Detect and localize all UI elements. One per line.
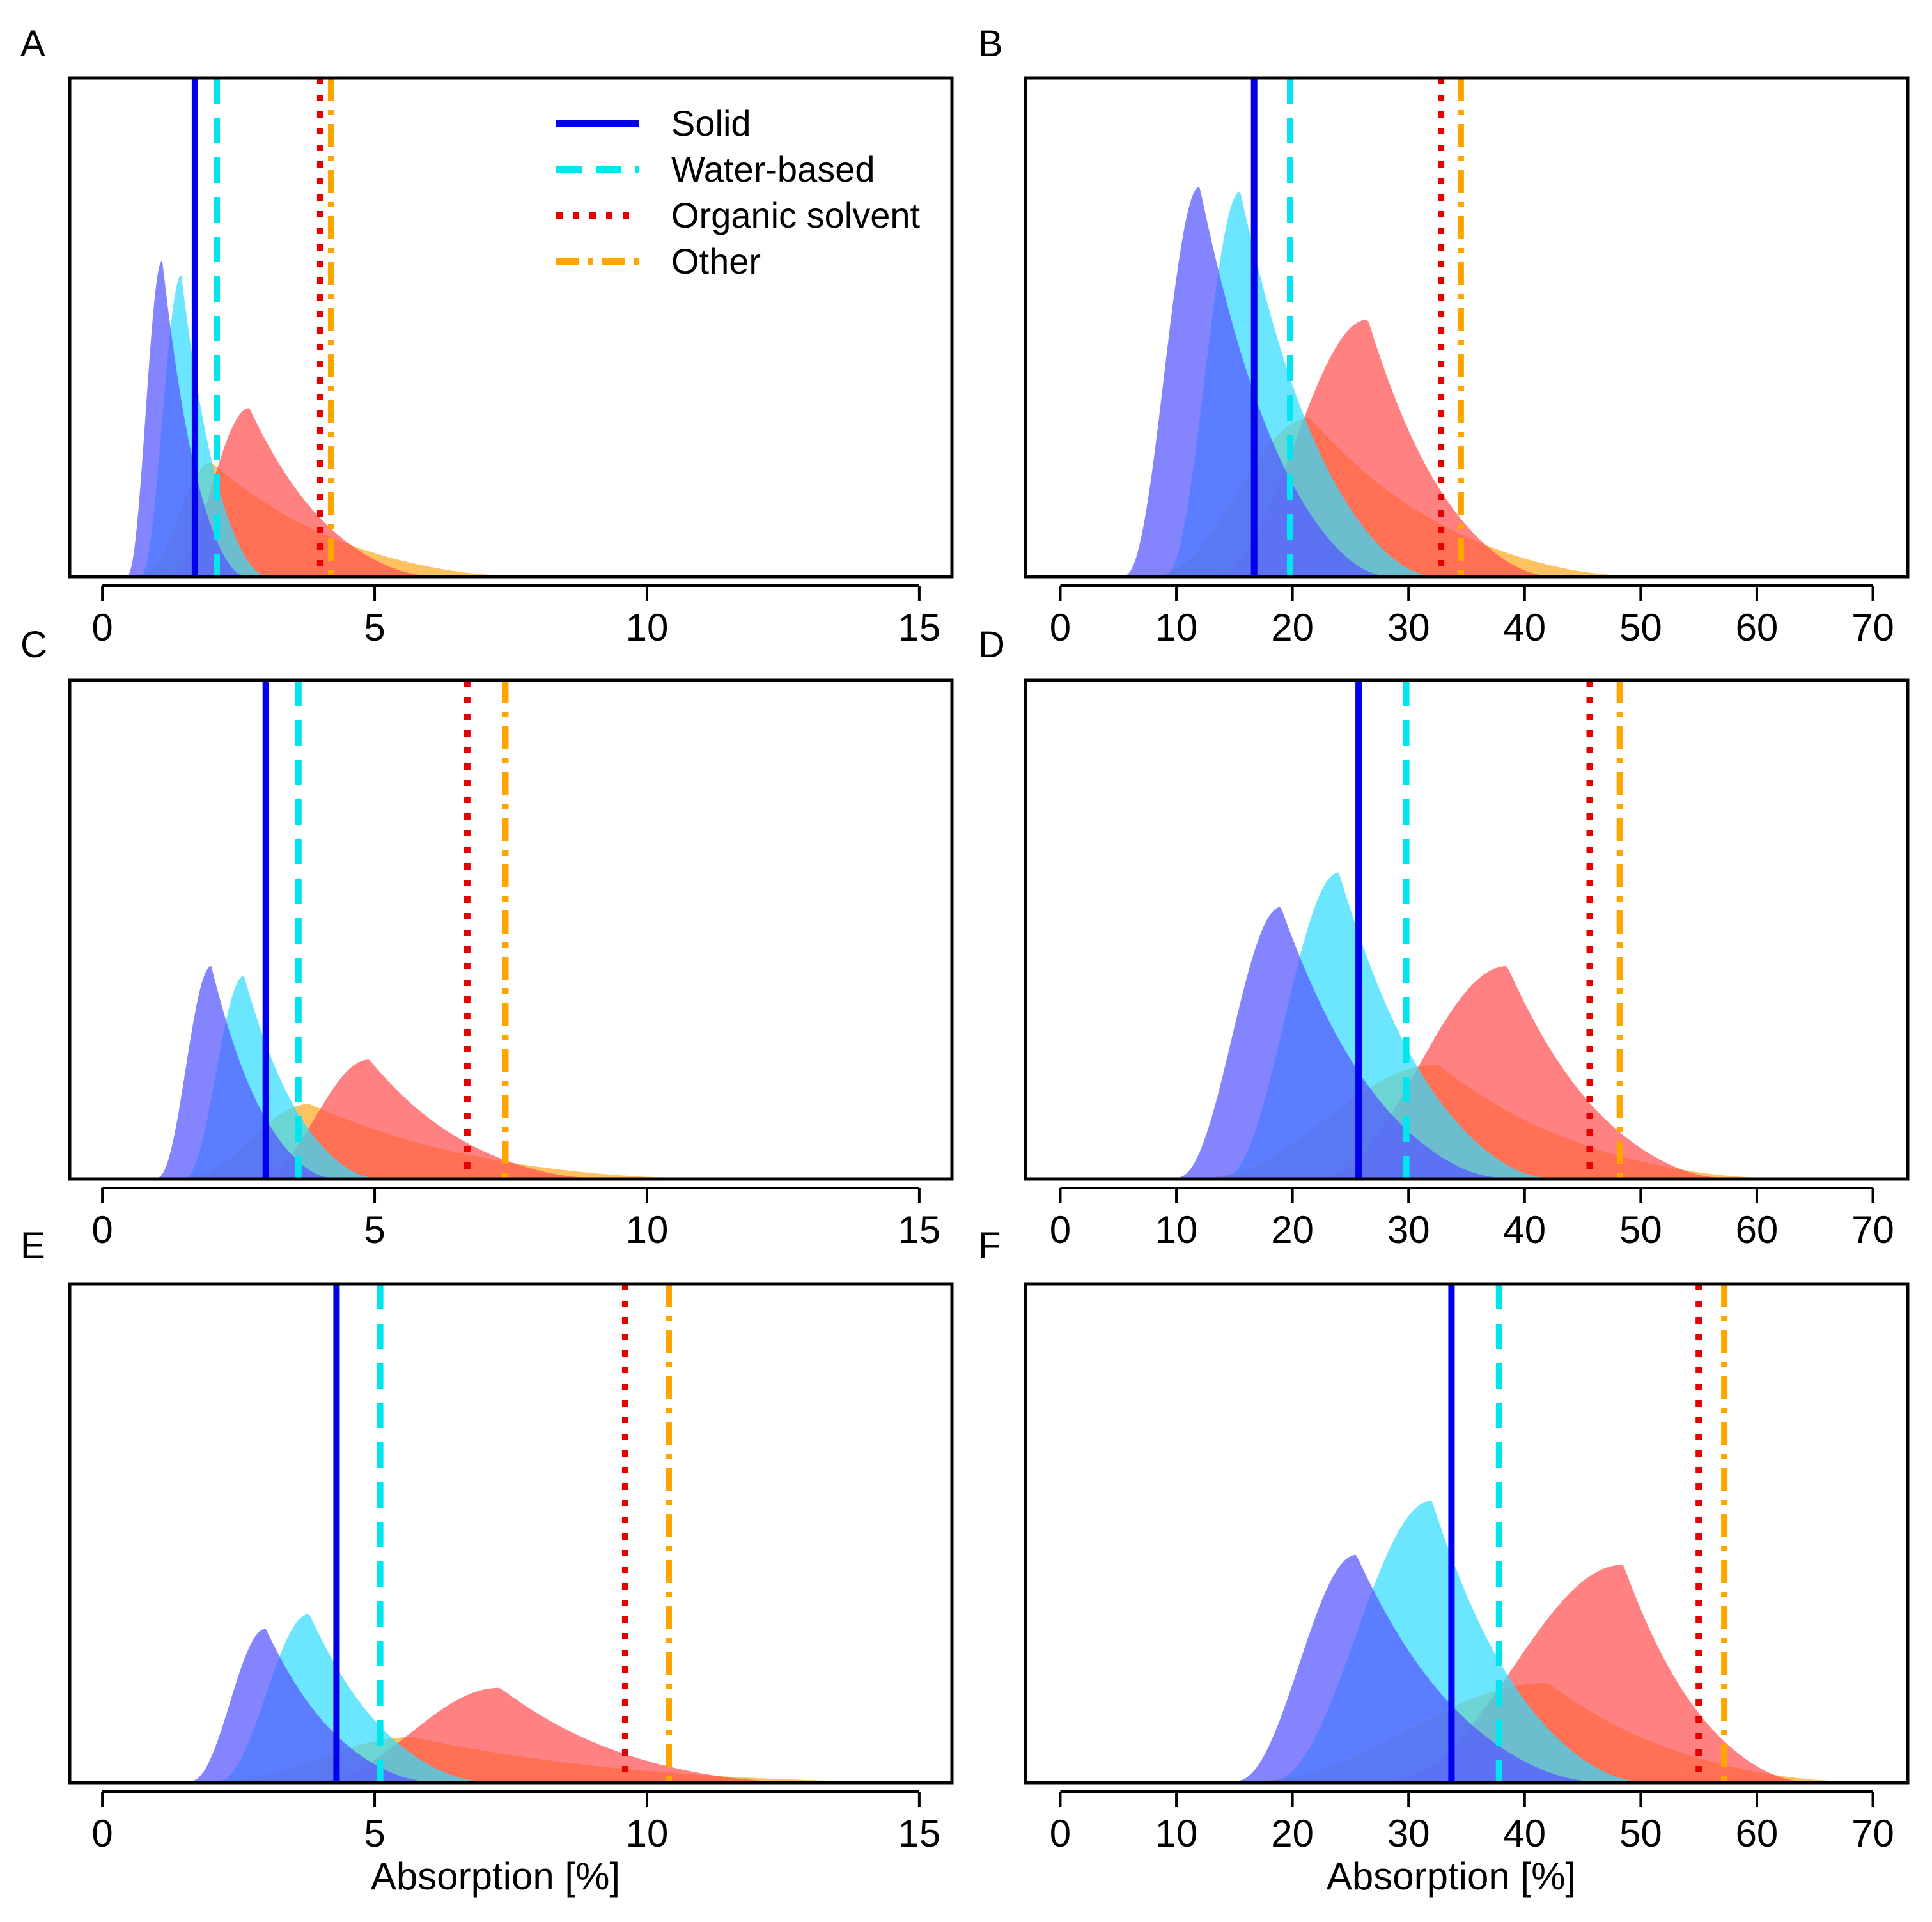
x-axis-label-e: Absorption [%] xyxy=(370,1855,621,1898)
x-tick-label: 30 xyxy=(1387,1812,1430,1855)
x-tick-label: 60 xyxy=(1736,606,1779,649)
x-tick-label: 0 xyxy=(91,1208,113,1251)
x-tick-label: 0 xyxy=(91,606,113,649)
density-solid xyxy=(1124,186,1385,575)
x-tick-label: 60 xyxy=(1736,1812,1779,1855)
x-tick-label: 20 xyxy=(1271,1812,1314,1855)
panel-label-b: B xyxy=(978,23,1003,65)
chart-panel-f: 0 10 20 30 40 50 60 70 xyxy=(1024,1282,1910,1855)
legend-item-solid: Solid xyxy=(556,102,965,147)
x-tick-label: 70 xyxy=(1851,1208,1894,1251)
panel-label-e: E xyxy=(20,1225,45,1267)
legend-item-water-based: Water-based xyxy=(556,148,965,193)
chart-panel-d: 0 10 20 30 40 50 60 70 xyxy=(1024,678,1910,1251)
x-tick-label: 20 xyxy=(1271,606,1314,649)
x-tick-label: 30 xyxy=(1387,1208,1430,1251)
legend-item-other: Other xyxy=(556,240,965,285)
x-tick-label: 50 xyxy=(1619,1812,1662,1855)
x-tick-label: 70 xyxy=(1851,1812,1894,1855)
legend-label-solid: Solid xyxy=(671,103,751,143)
plot-frame xyxy=(1024,678,1910,1181)
x-tick-label: 0 xyxy=(91,1812,113,1855)
x-tick-label: 70 xyxy=(1851,606,1894,649)
chart-panel-e: 0 5 10 15 xyxy=(68,1282,954,1855)
x-tick-label: 10 xyxy=(1155,1812,1198,1855)
plot-frame xyxy=(68,76,954,579)
legend-swatch-solid xyxy=(556,120,639,127)
panel-label-f: F xyxy=(978,1225,1001,1267)
plot-frame xyxy=(1024,76,1910,579)
x-tick-label: 0 xyxy=(1050,1208,1071,1251)
x-tick-label: 10 xyxy=(1155,1208,1198,1251)
x-tick-label: 15 xyxy=(898,1812,941,1855)
x-tick-label: 20 xyxy=(1271,1208,1314,1251)
plot-frame xyxy=(1024,1282,1910,1785)
legend-swatch-water-based xyxy=(556,166,639,173)
x-tick-label: 10 xyxy=(626,1208,669,1251)
legend-swatch-organic-solvent xyxy=(556,212,639,219)
x-tick-label: 0 xyxy=(1050,1812,1071,1855)
x-tick-label: 40 xyxy=(1503,606,1546,649)
density-solid xyxy=(1234,1554,1594,1781)
x-tick-label: 5 xyxy=(364,606,385,649)
x-tick-label: 15 xyxy=(898,1208,941,1251)
x-tick-label: 50 xyxy=(1619,606,1662,649)
x-tick-label: 50 xyxy=(1619,1208,1662,1251)
plot-frame xyxy=(68,1282,954,1785)
density-organic-solvent xyxy=(309,1687,783,1781)
legend-label-other: Other xyxy=(671,241,761,281)
density-solid xyxy=(1176,907,1502,1178)
density-solid xyxy=(127,260,244,575)
density-solid xyxy=(157,965,331,1178)
chart-panel-b: 0 10 20 30 40 50 60 70 xyxy=(1024,76,1910,649)
density-organic-solvent xyxy=(254,1059,593,1178)
panel-label-a: A xyxy=(20,23,45,65)
x-tick-label: 5 xyxy=(364,1812,385,1855)
panel-label-d: D xyxy=(978,624,1005,666)
legend-swatch-other xyxy=(556,258,639,265)
x-tick-label: 40 xyxy=(1503,1208,1546,1251)
x-tick-label: 10 xyxy=(626,606,669,649)
x-tick-label: 5 xyxy=(364,1208,385,1251)
chart-panel-a: 0 5 10 15 xyxy=(68,76,954,649)
density-solid xyxy=(189,1629,430,1781)
legend-label-water-based: Water-based xyxy=(671,149,875,189)
x-tick-label: 10 xyxy=(1155,606,1198,649)
x-tick-label: 60 xyxy=(1736,1208,1779,1251)
x-tick-label: 30 xyxy=(1387,606,1430,649)
x-tick-label: 40 xyxy=(1503,1812,1546,1855)
chart-panel-c: 0 5 10 15 xyxy=(68,678,954,1251)
x-tick-label: 10 xyxy=(626,1812,669,1855)
legend-label-organic-solvent: Organic solvent xyxy=(671,195,921,235)
legend-item-organic-solvent: Organic solvent xyxy=(556,194,965,239)
panel-label-c: C xyxy=(20,624,47,666)
legend: Solid Water-based Organic solvent Other xyxy=(556,102,965,294)
x-tick-label: 0 xyxy=(1050,606,1071,649)
plot-frame xyxy=(68,678,954,1181)
x-axis-label-f: Absorption [%] xyxy=(1326,1855,1577,1898)
x-tick-label: 15 xyxy=(898,606,941,649)
